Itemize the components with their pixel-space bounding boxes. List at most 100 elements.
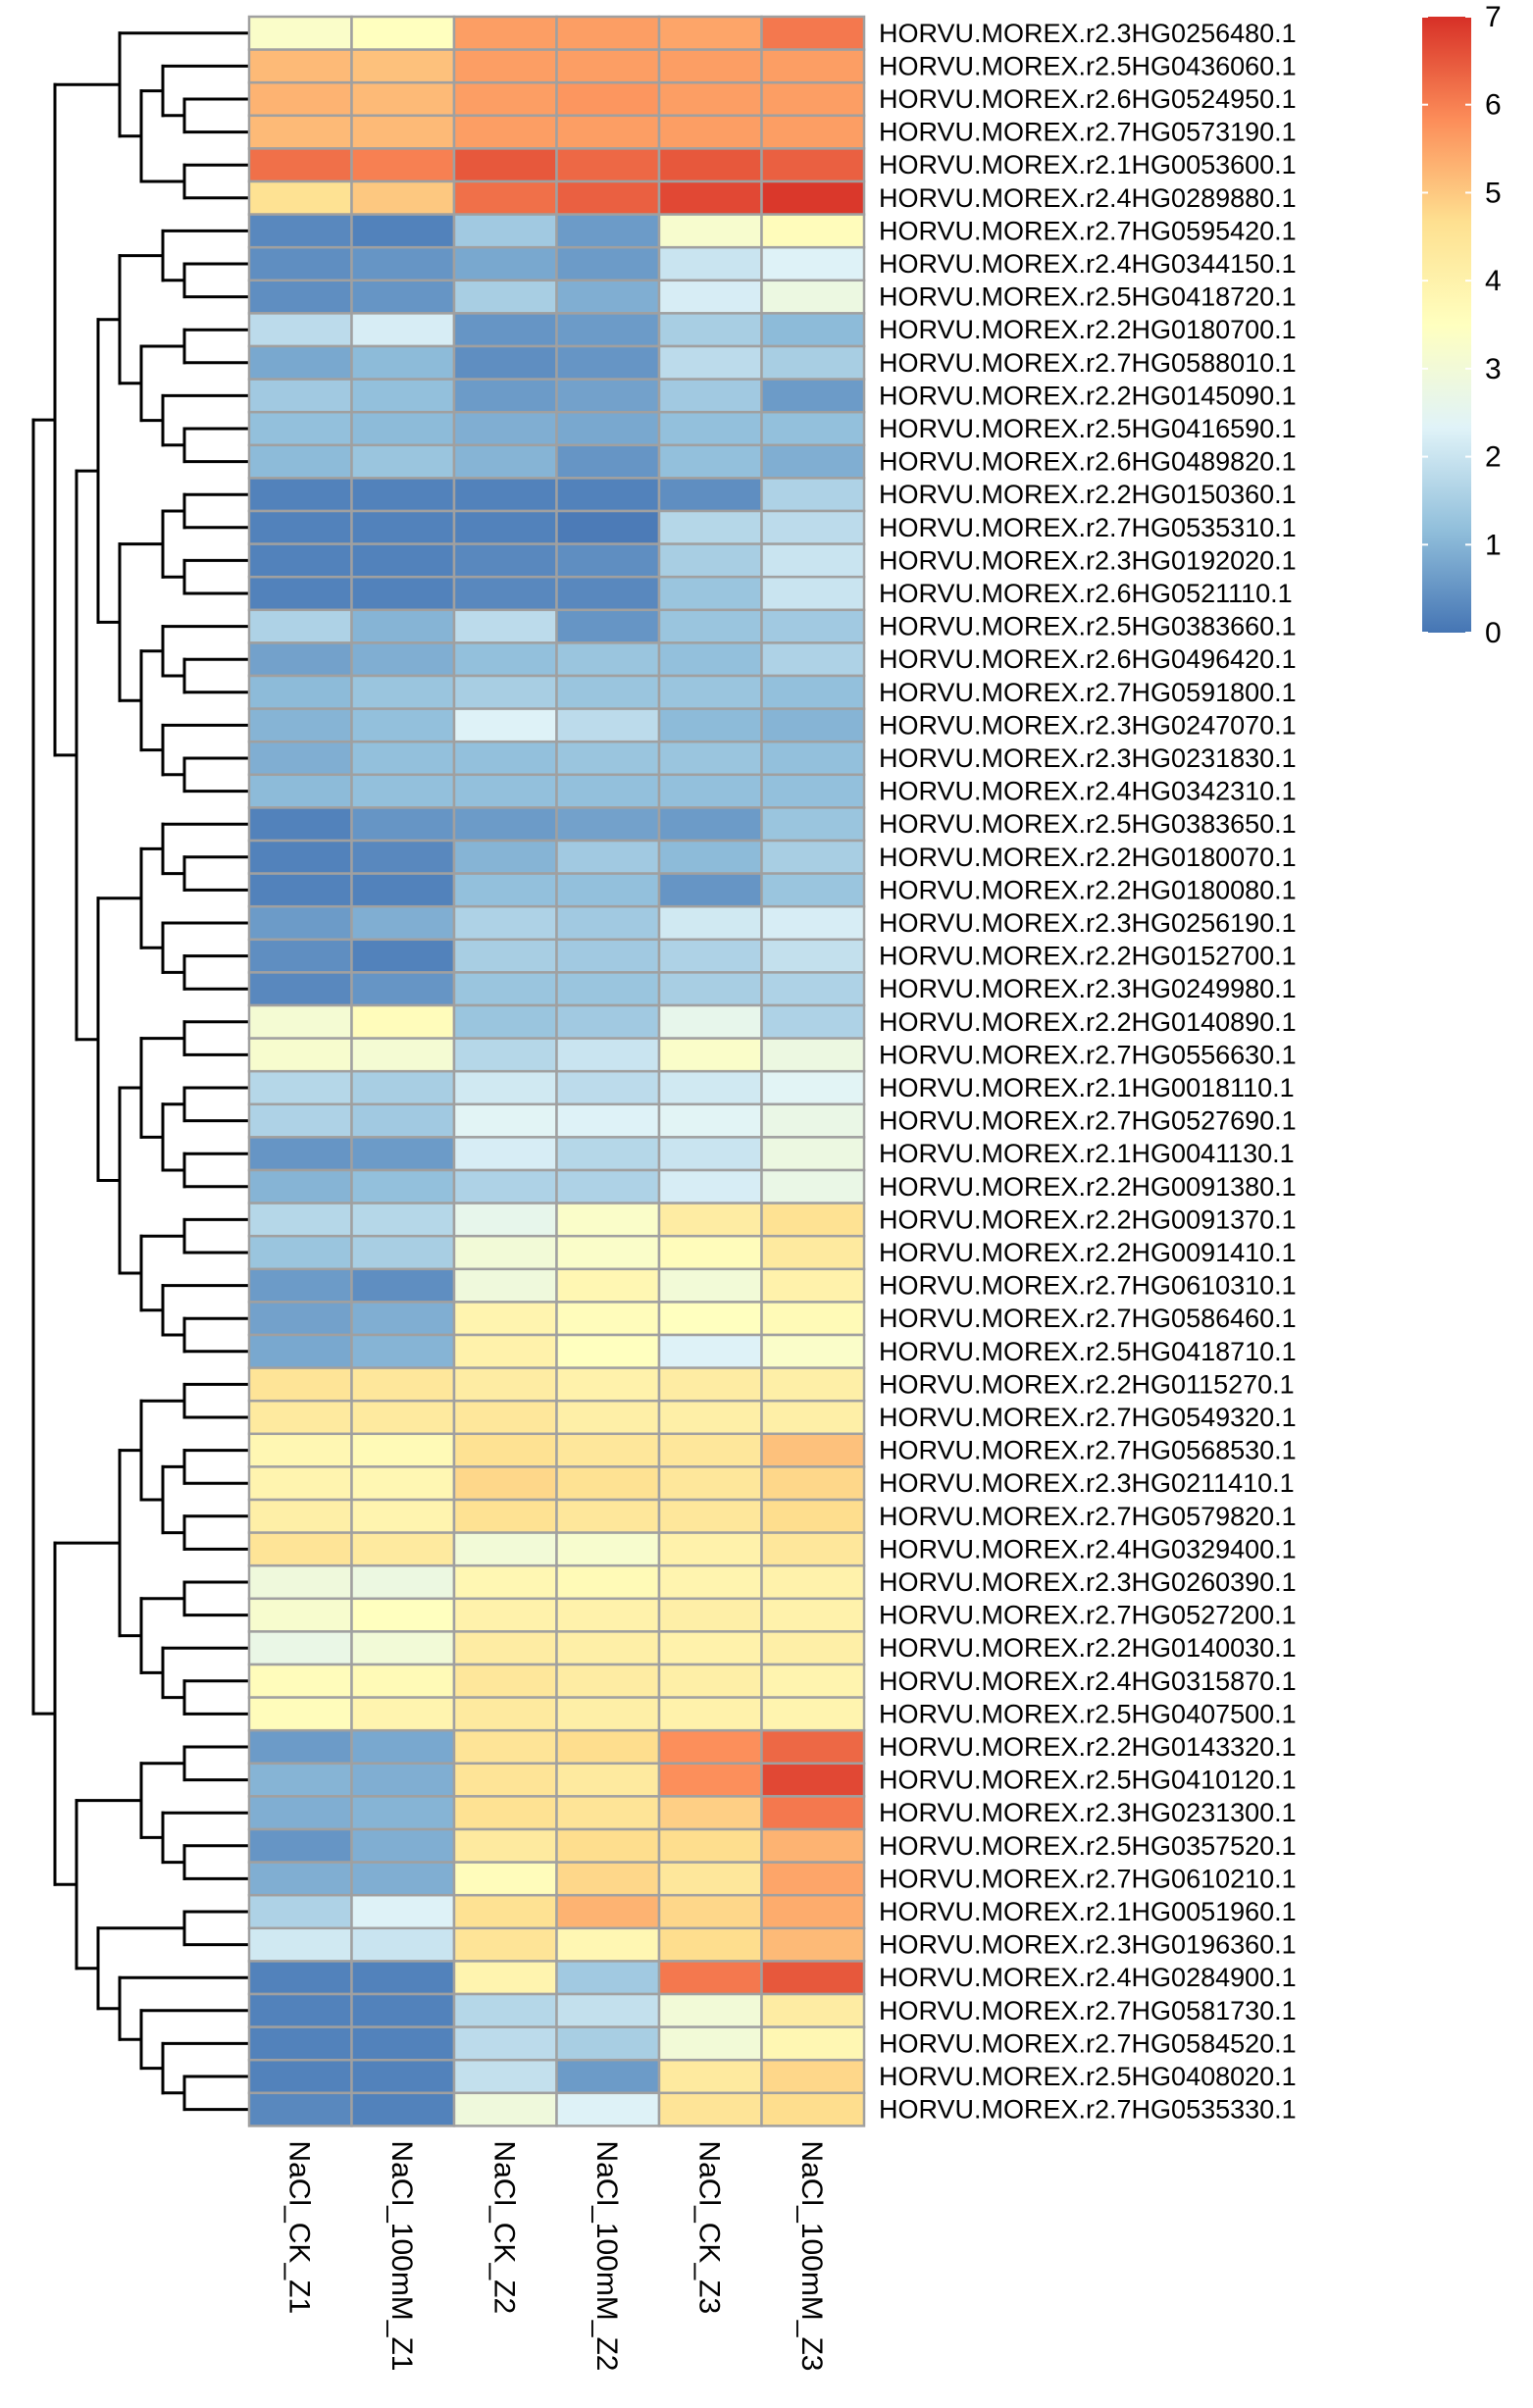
heatmap-cell: [350, 1136, 456, 1172]
row-label: HORVU.MOREX.r2.3HG0211410.1: [879, 1468, 1295, 1498]
heatmap-cell: [555, 1992, 661, 2028]
heatmap-cell: [452, 740, 558, 777]
heatmap-cell: [657, 1168, 763, 1204]
heatmap-cell: [760, 1563, 866, 1601]
heatmap-cell: [555, 1563, 661, 1601]
heatmap-cell: [350, 344, 456, 381]
row-label: HORVU.MOREX.r2.5HG0436060.1: [879, 51, 1297, 80]
heatmap-cell: [657, 1597, 763, 1633]
heatmap-cell: [452, 1333, 558, 1369]
heatmap-cell: [247, 2025, 353, 2062]
row-label: HORVU.MOREX.r2.5HG0383650.1: [879, 809, 1297, 839]
heatmap-cell: [760, 1333, 866, 1369]
heatmap-cell: [452, 378, 558, 414]
heatmap-cell: [350, 674, 456, 710]
heatmap-cell: [452, 1267, 558, 1304]
heatmap-cell: [760, 2091, 866, 2127]
row-label: HORVU.MOREX.r2.7HG0581730.1: [879, 1996, 1297, 2025]
heatmap-cell: [657, 1630, 763, 1666]
heatmap-cell: [657, 213, 763, 249]
heatmap-cell: [452, 245, 558, 282]
heatmap-cell: [555, 1597, 661, 1633]
heatmap-cell: [555, 1663, 661, 1699]
heatmap-cell: [657, 509, 763, 545]
heatmap-cell: [350, 1003, 456, 1040]
heatmap-cell: [350, 279, 456, 315]
heatmap-cell: [555, 2025, 661, 2062]
heatmap-cell: [350, 1926, 456, 1963]
row-label: HORVU.MOREX.r2.7HG0584520.1: [879, 2028, 1297, 2058]
heatmap-cell: [760, 1597, 866, 1633]
heatmap-cell: [555, 245, 661, 282]
row-label: HORVU.MOREX.r2.4HG0315870.1: [879, 1666, 1297, 1696]
heatmap-cell: [760, 1366, 866, 1403]
heatmap-cell: [452, 1003, 558, 1040]
heatmap-cell: [657, 1102, 763, 1139]
heatmap-cell: [247, 1926, 353, 1963]
heatmap-cell: [247, 904, 353, 942]
row-label: HORVU.MOREX.r2.7HG0568530.1: [879, 1436, 1297, 1465]
heatmap-cell: [555, 872, 661, 908]
heatmap-cell: [760, 1762, 866, 1798]
heatmap-cell: [247, 542, 353, 579]
heatmap-cell: [350, 1630, 456, 1666]
heatmap-cell: [247, 312, 353, 348]
heatmap-cell: [350, 1696, 456, 1732]
heatmap-cell: [247, 872, 353, 908]
heatmap-cell: [555, 1827, 661, 1864]
heatmap-cell: [760, 1136, 866, 1172]
heatmap-cell: [555, 312, 661, 348]
row-label: HORVU.MOREX.r2.2HG0152700.1: [879, 942, 1297, 971]
row-label: HORVU.MOREX.r2.5HG0408020.1: [879, 2062, 1297, 2091]
heatmap-cell: [247, 509, 353, 545]
heatmap-cell: [350, 245, 456, 282]
heatmap-cell: [452, 1827, 558, 1864]
heatmap-cell: [452, 114, 558, 150]
heatmap-cell: [760, 971, 866, 1007]
heatmap-cell: [555, 179, 661, 216]
heatmap-cell: [452, 904, 558, 942]
heatmap-cell: [760, 245, 866, 282]
heatmap-cell: [350, 1663, 456, 1699]
heatmap-cell: [247, 1333, 353, 1369]
heatmap-cell: [350, 707, 456, 743]
heatmap-cell: [657, 1960, 763, 1996]
heatmap-cell: [657, 114, 763, 150]
heatmap-cell: [350, 1861, 456, 1897]
heatmap-cell: [657, 1136, 763, 1172]
heatmap-cell: [555, 1926, 661, 1963]
heatmap-cell: [657, 1663, 763, 1699]
heatmap-cell: [350, 378, 456, 414]
heatmap-cell: [657, 1992, 763, 2028]
heatmap-cell: [452, 1432, 558, 1468]
heatmap-cell: [760, 179, 866, 216]
row-label: HORVU.MOREX.r2.2HG0091410.1: [879, 1238, 1297, 1267]
heatmap-cell: [657, 80, 763, 118]
heatmap-cell: [350, 806, 456, 843]
row-label: HORVU.MOREX.r2.2HG0140890.1: [879, 1007, 1297, 1037]
heatmap-cell: [452, 509, 558, 545]
heatmap-cell: [247, 1563, 353, 1601]
heatmap-cell: [555, 147, 661, 183]
heatmap-cell: [555, 443, 661, 480]
row-label: HORVU.MOREX.r2.2HG0180080.1: [879, 875, 1297, 904]
heatmap-cell: [350, 1762, 456, 1798]
heatmap-cell: [760, 15, 866, 51]
heatmap-cell: [452, 1861, 558, 1897]
heatmap-cell: [452, 971, 558, 1007]
heatmap-cell: [760, 806, 866, 843]
heatmap-cell: [247, 608, 353, 644]
heatmap-cell: [760, 1827, 866, 1864]
heatmap-cell: [452, 641, 558, 678]
heatmap-cell: [247, 1301, 353, 1337]
heatmap-cell: [452, 1301, 558, 1337]
heatmap-cells: [247, 15, 866, 2127]
heatmap-cell: [555, 80, 661, 118]
heatmap-cell: [350, 1267, 456, 1304]
heatmap-cell: [247, 344, 353, 381]
heatmap-cell: [657, 2025, 763, 2062]
heatmap-cell: [247, 1696, 353, 1732]
heatmap-cell: [452, 938, 558, 974]
heatmap-cell: [452, 2091, 558, 2127]
